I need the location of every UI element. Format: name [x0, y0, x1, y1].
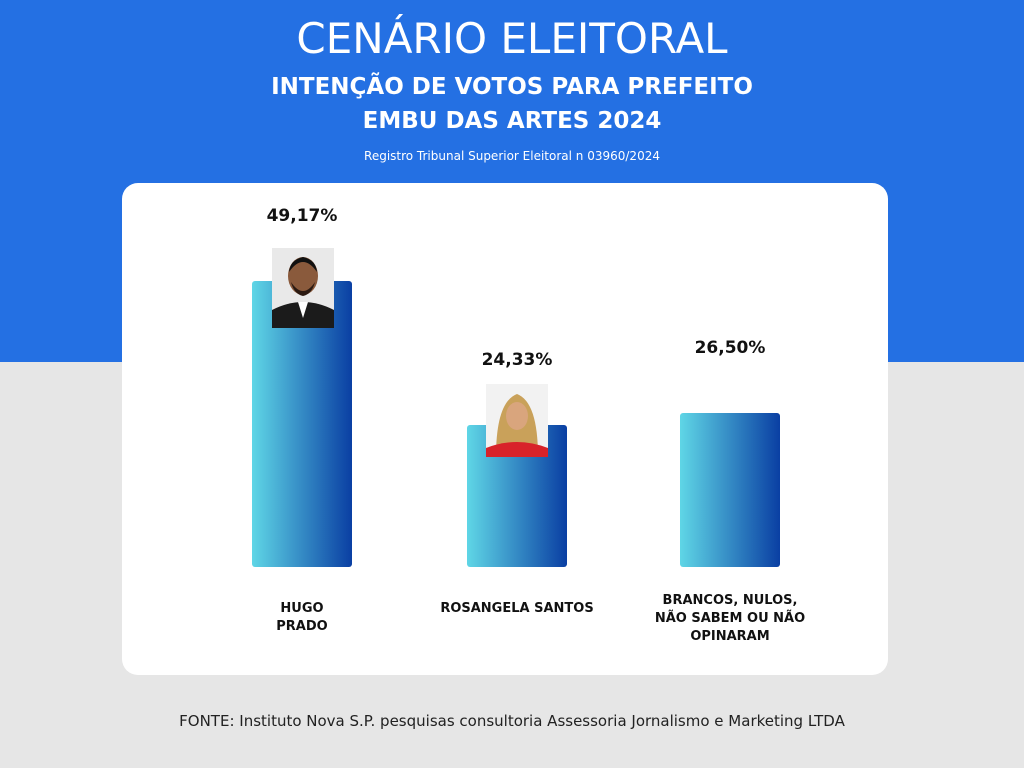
value-label: 49,17%: [266, 206, 338, 226]
candidate-photo: [486, 384, 548, 457]
subtitle: INTENÇÃO DE VOTOS PARA PREFEITO: [271, 74, 753, 100]
bar: [252, 281, 352, 567]
candidate-photo: [272, 248, 334, 328]
note: Registro Tribunal Superior Eleitoral n 0…: [364, 149, 660, 163]
value-label: 26,50%: [694, 337, 766, 358]
value-label: 24,33%: [481, 350, 553, 371]
subtitle: EMBU DAS ARTES 2024: [362, 108, 662, 134]
source: FONTE: Instituto Nova S.P. pesquisas con…: [179, 712, 845, 730]
category-label: ROSANGELA SANTOS: [440, 601, 594, 616]
category-label: HUGO PRADO: [276, 601, 328, 634]
title: CENÁRIO ELEITORAL: [296, 14, 728, 63]
category-label: BRANCOS, NULOS, NÃO SABEM OU NÃO OPINARA…: [654, 593, 806, 644]
bar: [680, 412, 780, 567]
